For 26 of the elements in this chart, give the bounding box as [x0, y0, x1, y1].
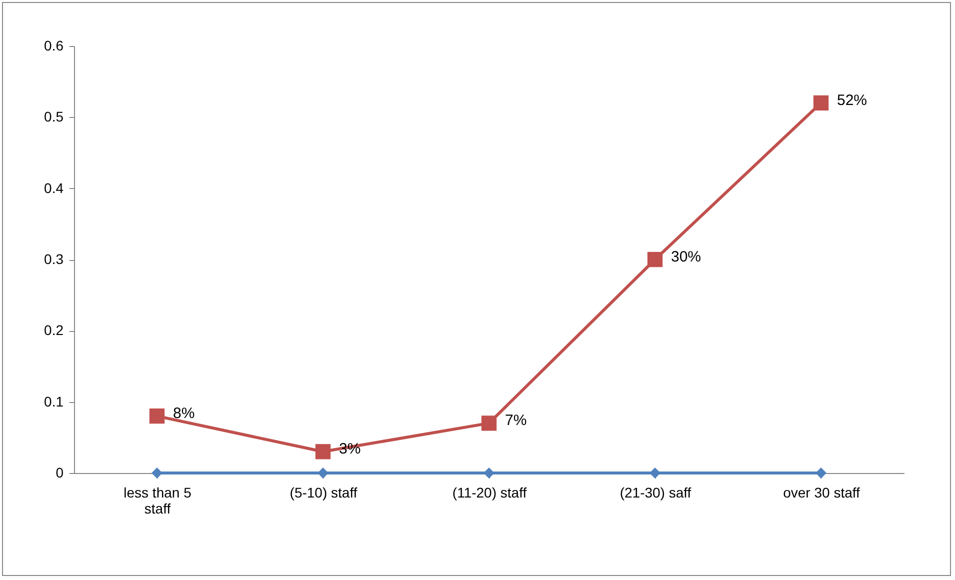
y-tick-label: 0.4	[44, 180, 64, 196]
x-tick-label: over 30 staff	[783, 484, 860, 500]
x-tick-label: (5-10) staff	[290, 484, 358, 500]
x-tick-label: less than 5 staff	[124, 484, 192, 516]
y-tick-label: 0.6	[44, 38, 64, 54]
y-tick-label: 0	[56, 464, 64, 480]
y-tick-label: 0.5	[44, 108, 64, 125]
data-label: 30%	[671, 248, 702, 266]
point	[484, 468, 494, 478]
point	[318, 468, 328, 478]
y-tick-label: 0.1	[44, 393, 64, 410]
data-label: 8%	[173, 405, 195, 422]
y-tick-label: 0.3	[44, 251, 64, 267]
x-tick-label: (11-20) staff	[452, 484, 527, 500]
point	[647, 252, 663, 268]
point	[149, 408, 165, 424]
data-label: 52%	[837, 92, 868, 109]
point	[650, 468, 660, 478]
point	[315, 444, 331, 460]
x-tick-label: (21-30) saff	[620, 484, 692, 500]
y-tick-label: 0.2	[44, 322, 64, 338]
point	[816, 468, 826, 478]
point	[152, 468, 162, 478]
point	[813, 95, 829, 111]
data-label: 7%	[505, 412, 527, 430]
point	[481, 416, 497, 431]
